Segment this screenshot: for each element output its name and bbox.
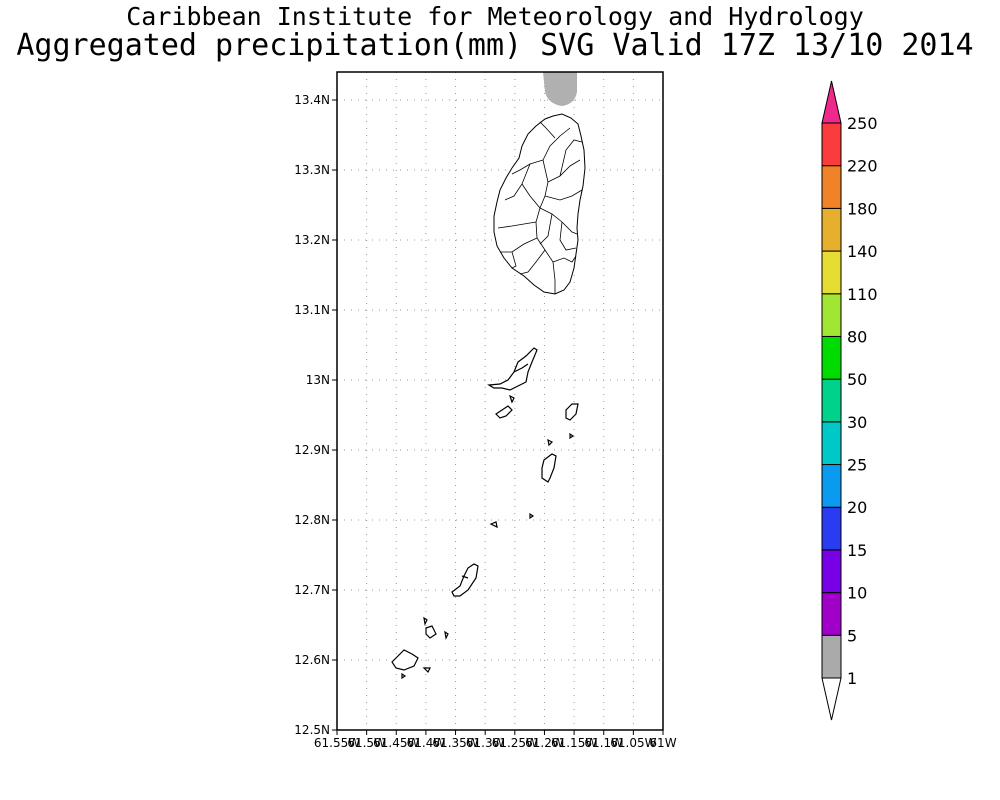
colorbar-swatch	[821, 207, 842, 252]
island-carriacou	[391, 649, 419, 671]
lon-tick-label: 61.15W	[551, 736, 597, 750]
lat-tick-label: 13.4N	[294, 93, 330, 107]
lon-tick-label: 61.45W	[373, 736, 419, 750]
lat-tick-label: 12.9N	[294, 443, 330, 457]
colorbar-swatch	[821, 378, 842, 423]
islands-grenadines	[391, 347, 579, 680]
lon-tick-label: 61.05W	[610, 736, 656, 750]
page-title: Caribbean Institute for Meteorology and …	[126, 2, 864, 31]
colorbar-label: 140	[847, 242, 878, 261]
colorbar-swatch	[821, 293, 842, 337]
island-union	[451, 563, 479, 597]
colorbar-label: 20	[847, 498, 867, 517]
lat-tick-label: 12.7N	[294, 583, 330, 597]
island-bequia	[487, 347, 538, 391]
island-canouan	[541, 453, 557, 483]
colorbar-swatch	[821, 549, 842, 594]
colorbar-under-triangle	[821, 677, 842, 721]
colorbar-label: 80	[847, 327, 867, 346]
lon-tick-label: 61.3W	[466, 736, 505, 750]
colorbar-label: 25	[847, 456, 867, 475]
map-frame	[336, 71, 664, 731]
colorbar-swatch	[821, 634, 842, 679]
colorbar-legend	[821, 80, 842, 721]
colorbar-label: 1	[847, 669, 857, 688]
lon-tick-label: 61.2W	[525, 736, 564, 750]
colorbar-swatch	[821, 592, 842, 636]
colorbar-label: 30	[847, 413, 867, 432]
lat-tick-label: 12.5N	[294, 723, 330, 737]
colorbar-swatch	[821, 464, 842, 508]
colorbar-label: 110	[847, 285, 878, 304]
lat-tick-label: 12.6N	[294, 653, 330, 667]
colorbar-swatch	[821, 335, 842, 380]
map-axis-labels: 13.4N 13.3N 13.2N 13.1N 13N 12.9N 12.8N 12.7N 12…	[294, 93, 676, 750]
map-subtitle: Aggregated precipitation(mm) SVG Valid 1…	[16, 28, 974, 63]
lat-tick-label: 13.3N	[294, 163, 330, 177]
colorbar-label: 50	[847, 370, 867, 389]
lat-tick-label: 13.1N	[294, 303, 330, 317]
colorbar-label: 10	[847, 584, 867, 603]
map-axis-ticks	[332, 99, 664, 735]
lat-tick-label: 13N	[306, 373, 330, 387]
colorbar-label: 220	[847, 157, 878, 176]
lon-tick-label: 61.1W	[584, 736, 623, 750]
lat-tick-label: 13.2N	[294, 233, 330, 247]
lon-tick-label: 61.35W	[432, 736, 478, 750]
lon-tick-label: 61.4W	[407, 736, 446, 750]
lon-tick-label: 61.5W	[347, 736, 386, 750]
colorbar-swatch	[821, 122, 842, 167]
colorbar-over-triangle	[821, 80, 842, 124]
colorbar-swatch	[821, 250, 842, 295]
island-mustique	[565, 403, 579, 421]
island-st-vincent	[493, 113, 586, 295]
colorbar-label: 250	[847, 114, 878, 133]
map-grid	[337, 72, 663, 730]
lon-tick-label: 61.55W	[314, 736, 360, 750]
colorbar-swatch	[821, 506, 842, 551]
lat-tick-label: 12.8N	[294, 513, 330, 527]
colorbar-swatch	[821, 421, 842, 466]
rain-patch	[543, 72, 577, 106]
colorbar-label: 15	[847, 541, 867, 560]
lon-tick-label: 61.25W	[492, 736, 538, 750]
lon-tick-label: 61W	[649, 736, 676, 750]
colorbar-swatch	[821, 165, 842, 209]
colorbar-label: 5	[847, 626, 857, 645]
colorbar-label: 180	[847, 199, 878, 218]
island-petit-nevis	[495, 405, 513, 419]
